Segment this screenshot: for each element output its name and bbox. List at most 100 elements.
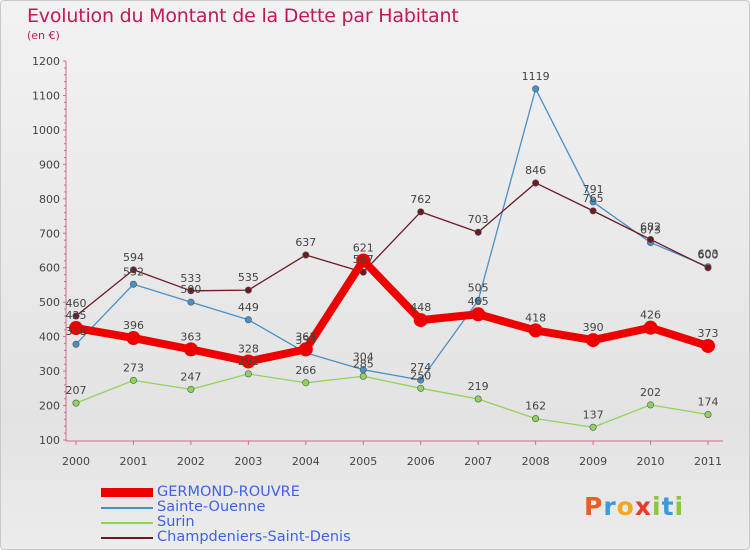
series-line-germond-rouvre	[72, 256, 712, 366]
data-label-surin: 273	[123, 361, 144, 374]
data-point-surin	[72, 399, 80, 407]
data-label-sainte-ouenne: 353	[295, 334, 316, 347]
y-tick-label: 100	[39, 434, 60, 447]
data-label-surin: 207	[66, 384, 87, 397]
data-label-sainte-ouenne: 791	[583, 183, 604, 196]
logo-letter: t	[661, 492, 675, 521]
data-point-sainte-ouenne	[244, 316, 252, 324]
y-tick-label: 1100	[32, 89, 60, 102]
data-label-surin: 219	[468, 380, 489, 393]
data-label-germond-rouvre: 621	[353, 241, 374, 254]
x-tick-label: 2007	[464, 455, 492, 468]
chart-title: Evolution du Montant de la Dette par Hab…	[27, 5, 459, 27]
data-label-champdeniers-saint-denis: 846	[525, 164, 546, 177]
logo-letter: P	[584, 492, 604, 521]
y-tick-label: 1200	[32, 55, 60, 68]
data-label-sainte-ouenne: 1119	[522, 70, 550, 83]
data-point-champdeniers-saint-denis	[72, 312, 80, 320]
data-point-champdeniers-saint-denis	[532, 179, 540, 187]
data-point-germond-rouvre	[183, 342, 198, 357]
legend-label-sainte-ouenne: Sainte-Ouenne	[157, 499, 266, 515]
data-label-champdeniers-saint-denis: 637	[295, 236, 316, 249]
logo-letter: o	[616, 492, 635, 521]
data-label-champdeniers-saint-denis: 533	[180, 272, 201, 285]
x-tick-label: 2006	[407, 455, 435, 468]
y-tick-label: 1000	[32, 124, 60, 137]
legend-label-germond-rouvre: GERMOND-ROUVRE	[157, 484, 300, 500]
legend-label-champdeniers-saint-denis: Champdeniers-Saint-Denis	[157, 529, 351, 545]
data-point-surin	[129, 376, 137, 384]
data-point-champdeniers-saint-denis	[129, 266, 137, 274]
legend-label-surin: Surin	[157, 514, 195, 530]
series-line-sainte-ouenne	[75, 88, 709, 381]
data-label-champdeniers-saint-denis: 535	[238, 271, 259, 284]
data-point-germond-rouvre	[471, 307, 486, 322]
logo-letter: i	[674, 492, 685, 521]
data-label-germond-rouvre: 363	[295, 330, 316, 343]
y-tick-label: 700	[39, 227, 60, 240]
data-label-champdeniers-saint-denis: 765	[583, 192, 604, 205]
data-label-sainte-ouenne: 274	[410, 361, 431, 374]
x-tick-label: 2003	[234, 455, 262, 468]
data-label-champdeniers-saint-denis: 594	[123, 251, 144, 264]
y-tick-label: 600	[39, 262, 60, 275]
y-tick-label: 300	[39, 365, 60, 378]
data-point-surin	[704, 411, 712, 419]
data-point-surin	[532, 415, 540, 423]
data-point-sainte-ouenne	[532, 85, 540, 93]
data-label-germond-rouvre: 328	[238, 342, 259, 355]
data-point-surin	[359, 372, 367, 380]
series-line-champdeniers-saint-denis	[75, 182, 709, 317]
data-point-germond-rouvre	[126, 331, 141, 346]
data-label-champdeniers-saint-denis: 762	[410, 193, 431, 206]
chart-subtitle: (en €)	[27, 29, 60, 42]
x-tick-label: 2009	[579, 455, 607, 468]
data-point-surin	[417, 384, 425, 392]
data-label-surin: 266	[295, 364, 316, 377]
data-point-sainte-ouenne	[474, 296, 482, 304]
data-point-champdeniers-saint-denis	[647, 235, 655, 243]
data-point-surin	[647, 401, 655, 409]
data-label-champdeniers-saint-denis: 703	[468, 213, 489, 226]
series-line-surin	[75, 373, 709, 428]
data-label-germond-rouvre: 418	[525, 311, 546, 324]
data-label-sainte-ouenne: 378	[66, 325, 87, 338]
data-point-champdeniers-saint-denis	[244, 286, 252, 294]
data-label-surin: 285	[353, 357, 374, 370]
x-tick-label: 2002	[177, 455, 205, 468]
x-tick-label: 2010	[637, 455, 665, 468]
data-label-germond-rouvre: 390	[583, 321, 604, 334]
proxiti-logo: Proxiti	[584, 492, 684, 521]
x-tick-label: 2008	[522, 455, 550, 468]
data-label-germond-rouvre: 396	[123, 319, 144, 332]
x-tick-label: 2001	[119, 455, 147, 468]
data-label-sainte-ouenne: 449	[238, 301, 259, 314]
data-point-surin	[474, 395, 482, 403]
data-point-champdeniers-saint-denis	[187, 287, 195, 295]
data-label-sainte-ouenne: 552	[123, 265, 144, 278]
data-point-sainte-ouenne	[187, 298, 195, 306]
data-label-surin: 174	[698, 396, 719, 409]
data-label-champdeniers-saint-denis: 460	[66, 297, 87, 310]
x-tick-label: 2011	[694, 455, 722, 468]
data-label-sainte-ouenne: 304	[353, 351, 374, 364]
data-point-surin	[187, 385, 195, 393]
data-label-germond-rouvre: 373	[698, 327, 719, 340]
x-tick-label: 2004	[292, 455, 320, 468]
data-point-surin	[302, 379, 310, 387]
data-point-sainte-ouenne	[129, 280, 137, 288]
data-label-surin: 250	[410, 369, 431, 382]
data-label-germond-rouvre: 448	[410, 301, 431, 314]
data-point-champdeniers-saint-denis	[589, 207, 597, 215]
y-tick-label: 200	[39, 400, 60, 413]
x-tick-label: 2000	[62, 455, 90, 468]
data-label-sainte-ouenne: 673	[640, 224, 661, 237]
data-point-champdeniers-saint-denis	[704, 264, 712, 272]
data-point-germond-rouvre	[413, 313, 428, 328]
y-tick-label: 400	[39, 331, 60, 344]
data-label-champdeniers-saint-denis: 587	[353, 253, 374, 266]
data-point-germond-rouvre	[241, 354, 256, 369]
data-point-germond-rouvre	[586, 333, 601, 348]
